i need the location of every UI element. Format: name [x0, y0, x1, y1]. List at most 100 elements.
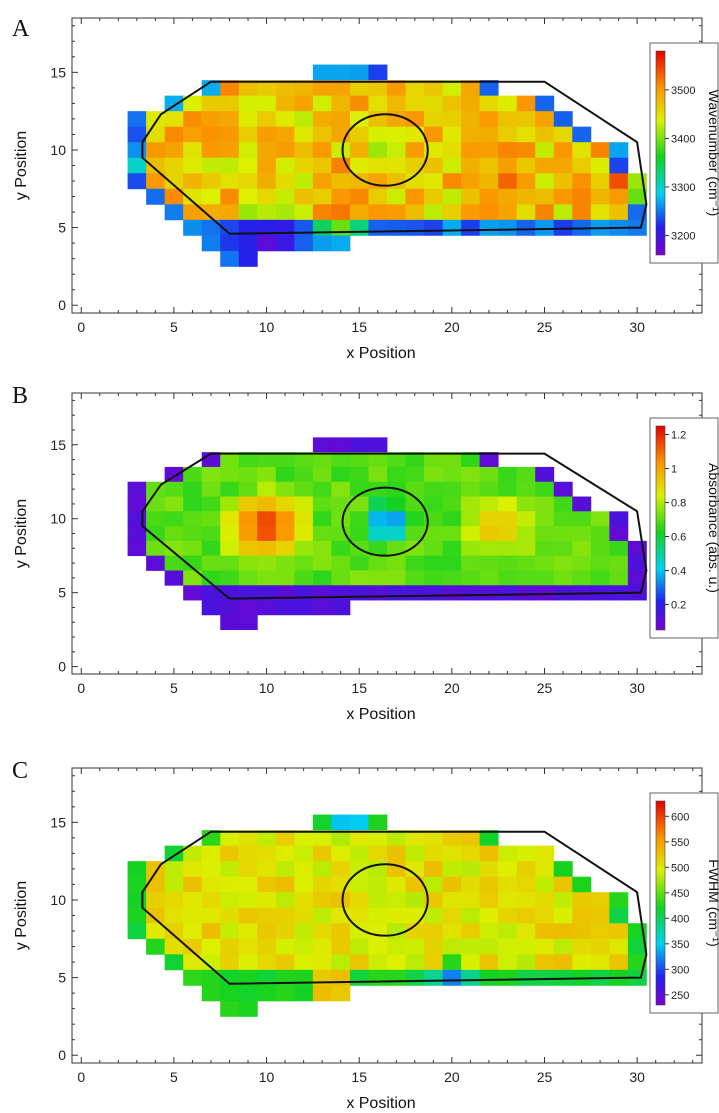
heatmap-cell [498, 95, 518, 112]
heatmap-cell [479, 80, 499, 97]
heatmap-cell [387, 907, 406, 924]
colorbar-tick-label: 1 [671, 464, 677, 476]
heatmap-cell [146, 511, 166, 527]
heatmap-cell [405, 80, 425, 97]
heatmap-cell [461, 511, 481, 527]
heatmap-cell [535, 157, 555, 174]
panel-letter: A [12, 16, 30, 42]
heatmap-cell [424, 95, 443, 112]
heatmap-cell [572, 892, 592, 909]
heatmap-cells [127, 814, 647, 1017]
heatmap-cell [627, 188, 647, 205]
heatmap-cell [238, 954, 258, 971]
heatmap-cell [127, 876, 147, 893]
heatmap-cell [183, 969, 203, 986]
heatmap-cell [275, 969, 295, 986]
heatmap-cell [405, 585, 425, 601]
heatmap-cell [387, 923, 406, 940]
heatmap-cell [479, 845, 499, 862]
heatmap-cell [405, 188, 425, 205]
heatmap-cell [257, 204, 277, 221]
heatmap-cell [442, 526, 462, 542]
heatmap-cell [516, 845, 536, 862]
heatmap-cell [535, 142, 555, 159]
heatmap-cell [368, 142, 388, 159]
heatmap-cell [146, 540, 166, 557]
heatmap-cell [312, 907, 332, 924]
heatmap-cell [609, 511, 629, 527]
heatmap-cell [461, 142, 481, 159]
heatmap-cell [146, 938, 166, 955]
y-axis-title: y Position [13, 881, 30, 950]
heatmap-cell [479, 570, 499, 586]
heatmap-cell [164, 526, 184, 542]
heatmap-cell [349, 466, 369, 483]
heatmap-cell [164, 907, 184, 924]
heatmap-cell [146, 907, 166, 924]
heatmap-cell [535, 570, 555, 586]
x-tick-label: 30 [629, 680, 645, 696]
heatmap-cell [553, 204, 573, 221]
colorbar-gradient [655, 425, 666, 631]
heatmap-cell [183, 923, 203, 940]
heatmap-cell [368, 923, 388, 940]
heatmap-cell [238, 830, 258, 847]
heatmap-cell [294, 830, 314, 847]
heatmap-cell [479, 830, 499, 847]
heatmap-cell [349, 814, 369, 831]
heatmap-cell [312, 570, 332, 586]
heatmap-cell [201, 511, 221, 527]
heatmap-cell [516, 204, 536, 221]
heatmap-cell [424, 585, 443, 601]
heatmap-cell [498, 511, 518, 527]
heatmap-cell [516, 570, 536, 586]
heatmap-cell [368, 64, 388, 81]
heatmap-cell [312, 466, 332, 483]
heatmap-cell [183, 157, 203, 174]
heatmap-cell [368, 481, 388, 497]
heatmap-cell [275, 923, 295, 940]
heatmap-cell [312, 80, 332, 97]
heatmap-cell [238, 235, 258, 252]
heatmap-cell [405, 570, 425, 586]
heatmap-cell [294, 157, 314, 174]
heatmap-cell [424, 511, 443, 527]
colorbar-gradient [655, 800, 666, 1006]
x-tick-label: 10 [259, 680, 275, 696]
colorbar-tick-label: 600 [671, 811, 689, 823]
heatmap-cell [442, 80, 462, 97]
heatmap-cell [127, 923, 147, 940]
x-tick-label: 30 [629, 1069, 645, 1085]
heatmap-cell [387, 969, 406, 986]
heatmap-cell [516, 954, 536, 971]
heatmap-cell [294, 570, 314, 586]
heatmap-cell [442, 876, 462, 893]
heatmap-cell [331, 985, 351, 1002]
heatmap-cell [442, 938, 462, 955]
heatmap-cell [405, 481, 425, 497]
heatmap-cell [442, 511, 462, 527]
x-tick-label: 20 [444, 1069, 460, 1085]
heatmap-cell [368, 188, 388, 205]
heatmap-cell [424, 204, 443, 221]
heatmap-cell [442, 466, 462, 483]
heatmap-cell [312, 511, 332, 527]
x-tick-label: 5 [170, 319, 178, 335]
heatmap-cell [461, 481, 481, 497]
x-tick-label: 5 [170, 680, 178, 696]
heatmap-cell [238, 466, 258, 483]
heatmap-cell [498, 892, 518, 909]
heatmap-cell [183, 570, 203, 586]
heatmap-cell [238, 126, 258, 143]
heatmap-cell [312, 142, 332, 159]
heatmap-cell [257, 126, 277, 143]
heatmap-cell [257, 80, 277, 97]
heatmap-cell [275, 173, 295, 190]
heatmap-cell [275, 157, 295, 174]
colorbar-tick-label: 550 [671, 837, 689, 849]
y-tick-label: 10 [50, 511, 66, 527]
heatmap-cell [405, 923, 425, 940]
heatmap-cell [238, 142, 258, 159]
sample-outline [141, 80, 648, 235]
